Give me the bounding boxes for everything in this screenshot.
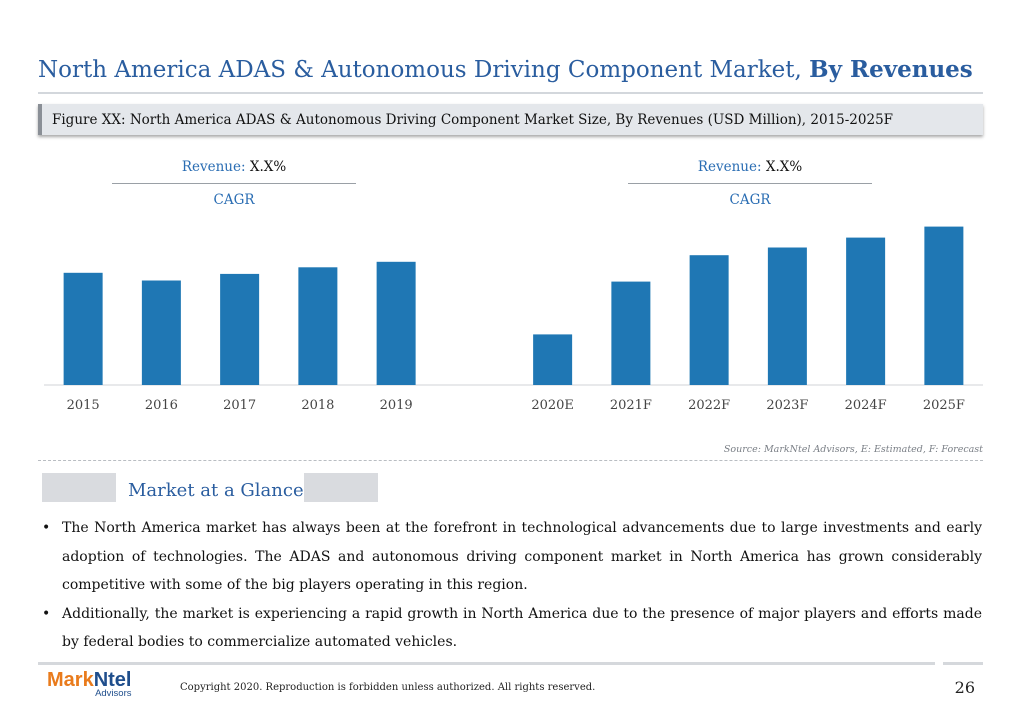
list-item: Additionally, the market is experiencing… [42, 600, 982, 657]
bar-2022F [689, 255, 729, 385]
logo-subtitle: Advisors [95, 688, 132, 699]
title-divider [38, 92, 983, 94]
x-tick-label: 2018 [301, 398, 334, 413]
cagr-callout-forecast: Revenue: X.X% CAGR [628, 159, 872, 208]
logo-mark-part-2: Ntel [93, 669, 132, 691]
market-at-a-glance-heading: Market at a Glance [128, 480, 304, 501]
x-tick-label: 2024F [845, 398, 887, 413]
bar-2023F [767, 247, 807, 385]
logo-mark-part-1: Mark [47, 669, 94, 691]
bar-2016 [141, 280, 181, 385]
page-title: North America ADAS & Autonomous Driving … [38, 56, 973, 83]
cagr-prefix: Revenue: [697, 159, 766, 175]
figure-caption-bar: Figure XX: North America ADAS & Autonomo… [38, 104, 983, 135]
section-divider [38, 460, 983, 461]
cagr-divider [628, 183, 872, 184]
x-tick-label: 2025F [923, 398, 965, 413]
page-title-emphasis: By Revenues [809, 56, 973, 83]
page-number: 26 [954, 678, 975, 697]
revenue-bar-chart: 2015 2016 2017 2018 2019 2020E 2021F 2022F 2023F… [44, 226, 983, 413]
cagr-value: X.X% [249, 159, 287, 175]
glance-decor-left [42, 473, 116, 502]
list-item: The North America market has always been… [42, 514, 982, 600]
x-tick-label: 2022F [688, 398, 730, 413]
footer-divider-short [943, 662, 983, 665]
chart-source-note: Source: MarkNtel Advisors, E: Estimated,… [723, 444, 983, 455]
page-title-main: North America ADAS & Autonomous Driving … [38, 57, 810, 83]
x-tick-label: 2021F [610, 398, 652, 413]
x-tick-label: 2019 [380, 398, 413, 413]
x-tick-label: 2023F [766, 398, 808, 413]
bar-2020E [533, 334, 573, 385]
bar-2015 [63, 272, 103, 385]
footer-divider [38, 662, 935, 665]
bar-2019 [376, 261, 416, 385]
cagr-label: CAGR [213, 192, 255, 208]
bar-2018 [298, 267, 338, 385]
x-tick-label: 2020E [531, 398, 574, 413]
figure-caption: Figure XX: North America ADAS & Autonomo… [52, 112, 894, 128]
markntel-logo: MarkNtel Advisors [47, 669, 132, 699]
x-tick-label: 2016 [145, 398, 178, 413]
bar-2025F [924, 226, 964, 385]
bar-2021F [611, 281, 651, 385]
glance-bullet-list: The North America market has always been… [42, 514, 982, 657]
cagr-prefix: Revenue: [181, 159, 250, 175]
cagr-label: CAGR [729, 192, 771, 208]
x-tick-label: 2015 [67, 398, 100, 413]
glance-decor-right [304, 473, 378, 502]
cagr-callout-historical: Revenue: X.X% CAGR [112, 159, 356, 208]
cagr-value: X.X% [765, 159, 803, 175]
bar-2017 [220, 273, 260, 385]
copyright-notice: Copyright 2020. Reproduction is forbidde… [180, 682, 596, 693]
bar-2024F [846, 237, 886, 385]
x-tick-label: 2017 [223, 398, 256, 413]
cagr-divider [112, 183, 356, 184]
